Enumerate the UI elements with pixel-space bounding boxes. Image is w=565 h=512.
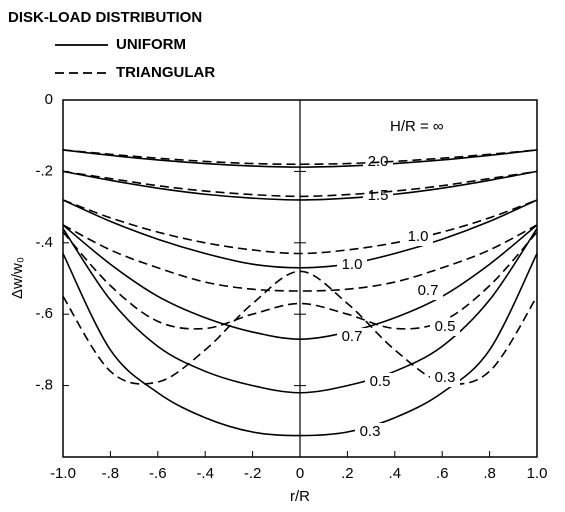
label-bg: [337, 256, 367, 274]
curve: [62, 253, 538, 437]
curve: [62, 170, 538, 198]
curve: [62, 199, 538, 269]
curve: [62, 149, 538, 166]
x-tick-label: -1.0: [50, 465, 76, 482]
legend-label: UNIFORM: [116, 36, 186, 53]
x-tick-label: .2: [341, 465, 354, 482]
label-bg: [337, 328, 367, 346]
x-tick-label: 0: [296, 465, 304, 482]
curve: [62, 170, 538, 201]
x-tick-label: .8: [483, 465, 496, 482]
x-tick-label: -.6: [149, 465, 167, 482]
y-tick-label: -.4: [35, 234, 53, 251]
y-tick-label: -.2: [35, 162, 53, 179]
x-tick-label: 1.0: [527, 465, 548, 482]
y-tick-label: -.6: [35, 305, 53, 322]
curve-label: 0.7: [418, 282, 439, 299]
label-bg: [365, 373, 395, 391]
curve: [62, 224, 538, 292]
x-axis-label: r/R: [290, 488, 310, 505]
x-tick-label: .4: [389, 465, 402, 482]
x-tick-label: .6: [436, 465, 449, 482]
curve-label: 1.0: [408, 228, 429, 245]
label-bg: [355, 423, 385, 441]
y-axis-label: Δw/w₀: [9, 257, 26, 299]
curve: [62, 149, 538, 168]
curve: [62, 228, 538, 394]
label-bg: [430, 369, 460, 387]
curve-label: 0.3: [435, 369, 456, 386]
curve-label: 0.5: [370, 373, 391, 390]
y-tick-label: 0: [45, 91, 53, 108]
label-bg: [413, 282, 443, 300]
x-tick-label: -.8: [102, 465, 120, 482]
curve-label: 0.5: [435, 318, 456, 335]
curve-label: 0.7: [342, 328, 363, 345]
label-bg: [430, 318, 460, 336]
x-tick-label: -.2: [244, 465, 262, 482]
curve: [62, 199, 538, 255]
curve-label: 1.0: [342, 256, 363, 273]
curve: [62, 224, 538, 340]
curve: [62, 270, 538, 385]
legend-label: TRIANGULAR: [116, 64, 215, 81]
legend-title: DISK-LOAD DISTRIBUTION: [8, 9, 202, 26]
annotation: H/R = ∞: [390, 118, 444, 135]
label-bg: [403, 228, 433, 246]
x-tick-label: -.4: [196, 465, 214, 482]
y-tick-label: -.8: [35, 377, 53, 394]
curve-label: 2.0: [368, 153, 389, 170]
curve-label: 0.3: [360, 423, 381, 440]
curve-label: 1.5: [368, 187, 389, 204]
